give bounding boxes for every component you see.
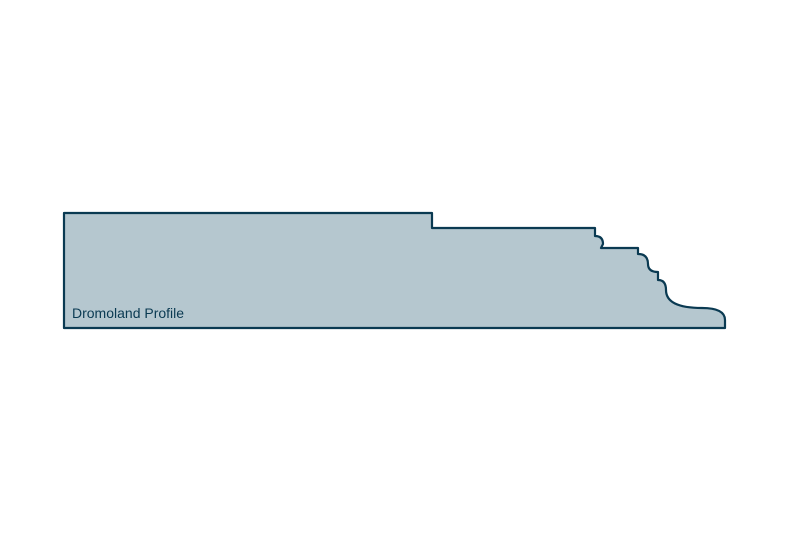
profile-label: Dromoland Profile <box>72 305 184 321</box>
profile-svg <box>0 0 800 540</box>
diagram-stage: Dromoland Profile <box>0 0 800 540</box>
